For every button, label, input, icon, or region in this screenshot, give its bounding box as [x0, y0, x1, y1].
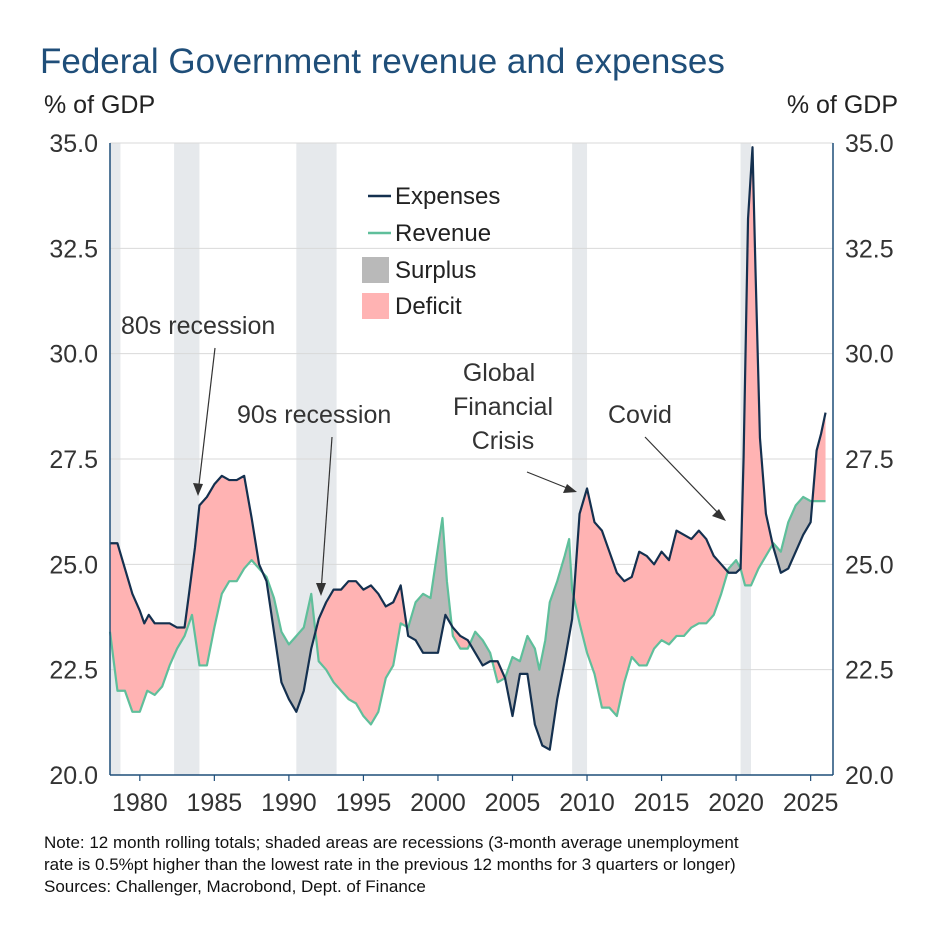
note-line-3: Sources: Challenger, Macrobond, Dept. of…: [44, 877, 426, 896]
y-tick-left: 35.0: [49, 130, 98, 158]
annotation-90s-recession: 90s recession: [237, 401, 391, 429]
y-tick-left: 25.0: [49, 551, 98, 579]
x-tick-label: 2000: [410, 789, 466, 817]
footnotes: Note: 12 month rolling totals; shaded ar…: [44, 833, 739, 896]
chart-title: Federal Government revenue and expenses: [40, 42, 725, 81]
x-tick-label: 2015: [634, 789, 690, 817]
annotation-80s-recession: 80s recession: [121, 312, 275, 340]
y-axis-label-right: % of GDP: [787, 91, 898, 119]
annotation-covid-arrow: [644, 436, 723, 518]
deficit-area: [110, 147, 826, 725]
x-tick-label: 1980: [112, 789, 168, 817]
annotations: 80s recession 90s recession Global Finan…: [121, 312, 726, 596]
y-tick-left: 27.5: [49, 446, 98, 474]
revenue-line: [108, 495, 826, 726]
y-tick-left: 20.0: [49, 762, 98, 790]
annotation-covid: Covid: [608, 401, 672, 429]
y-tick-right: 25.0: [845, 551, 894, 579]
y-tick-left: 30.0: [49, 341, 98, 369]
y-tick-right: 35.0: [845, 130, 894, 158]
legend: Expenses Revenue Surplus Deficit: [362, 183, 500, 320]
x-tick-label: 1990: [261, 789, 317, 817]
x-tick-label: 1985: [187, 789, 243, 817]
annotation-gfc-arrowhead: [563, 484, 577, 493]
annotation-90s-arrowhead: [316, 583, 326, 596]
annotation-gfc-arrow: [526, 471, 573, 491]
y-tick-left: 22.5: [49, 657, 98, 685]
y-tick-left: 32.5: [49, 235, 98, 263]
legend-deficit-swatch: [362, 293, 389, 319]
axes: 20.0 20.0 22.5 22.5 25.0 25.0 27.5 27.5 30.0 30.0…: [49, 130, 893, 817]
x-tick-label: 2025: [783, 789, 839, 817]
annotation-80s-arrowhead: [193, 483, 203, 496]
x-tick-label: 2005: [485, 789, 541, 817]
annotation-gfc-line3: Crisis: [472, 427, 535, 455]
y-tick-right: 22.5: [845, 657, 894, 685]
y-tick-right: 27.5: [845, 446, 894, 474]
surplus-deficit-fills: [110, 147, 826, 750]
x-tick-label: 1995: [336, 789, 392, 817]
series-lines: [108, 146, 827, 751]
annotation-gfc-line2: Financial: [453, 393, 553, 421]
legend-surplus-swatch: [362, 257, 389, 283]
y-tick-right: 32.5: [845, 235, 894, 263]
y-axis-label-left: % of GDP: [44, 91, 155, 119]
y-tick-right: 20.0: [845, 762, 894, 790]
annotation-gfc-line1: Global: [463, 359, 535, 387]
y-tick-right: 30.0: [845, 341, 894, 369]
annotation-80s-arrow: [197, 347, 216, 494]
annotation-covid-arrowhead: [712, 509, 726, 521]
legend-expenses-label: Expenses: [395, 183, 500, 210]
surplus-area: [262, 496, 813, 750]
legend-surplus-label: Surplus: [395, 257, 476, 284]
note-line-2: rate is 0.5%pt higher than the lowest ra…: [44, 855, 736, 874]
note-line-1: Note: 12 month rolling totals; shaded ar…: [44, 833, 739, 852]
expenses-line: [110, 146, 827, 751]
legend-revenue-label: Revenue: [395, 220, 491, 247]
legend-deficit-label: Deficit: [395, 293, 462, 320]
x-tick-label: 2020: [708, 789, 764, 817]
annotation-90s-arrow: [320, 436, 333, 593]
x-tick-label: 2010: [559, 789, 615, 817]
